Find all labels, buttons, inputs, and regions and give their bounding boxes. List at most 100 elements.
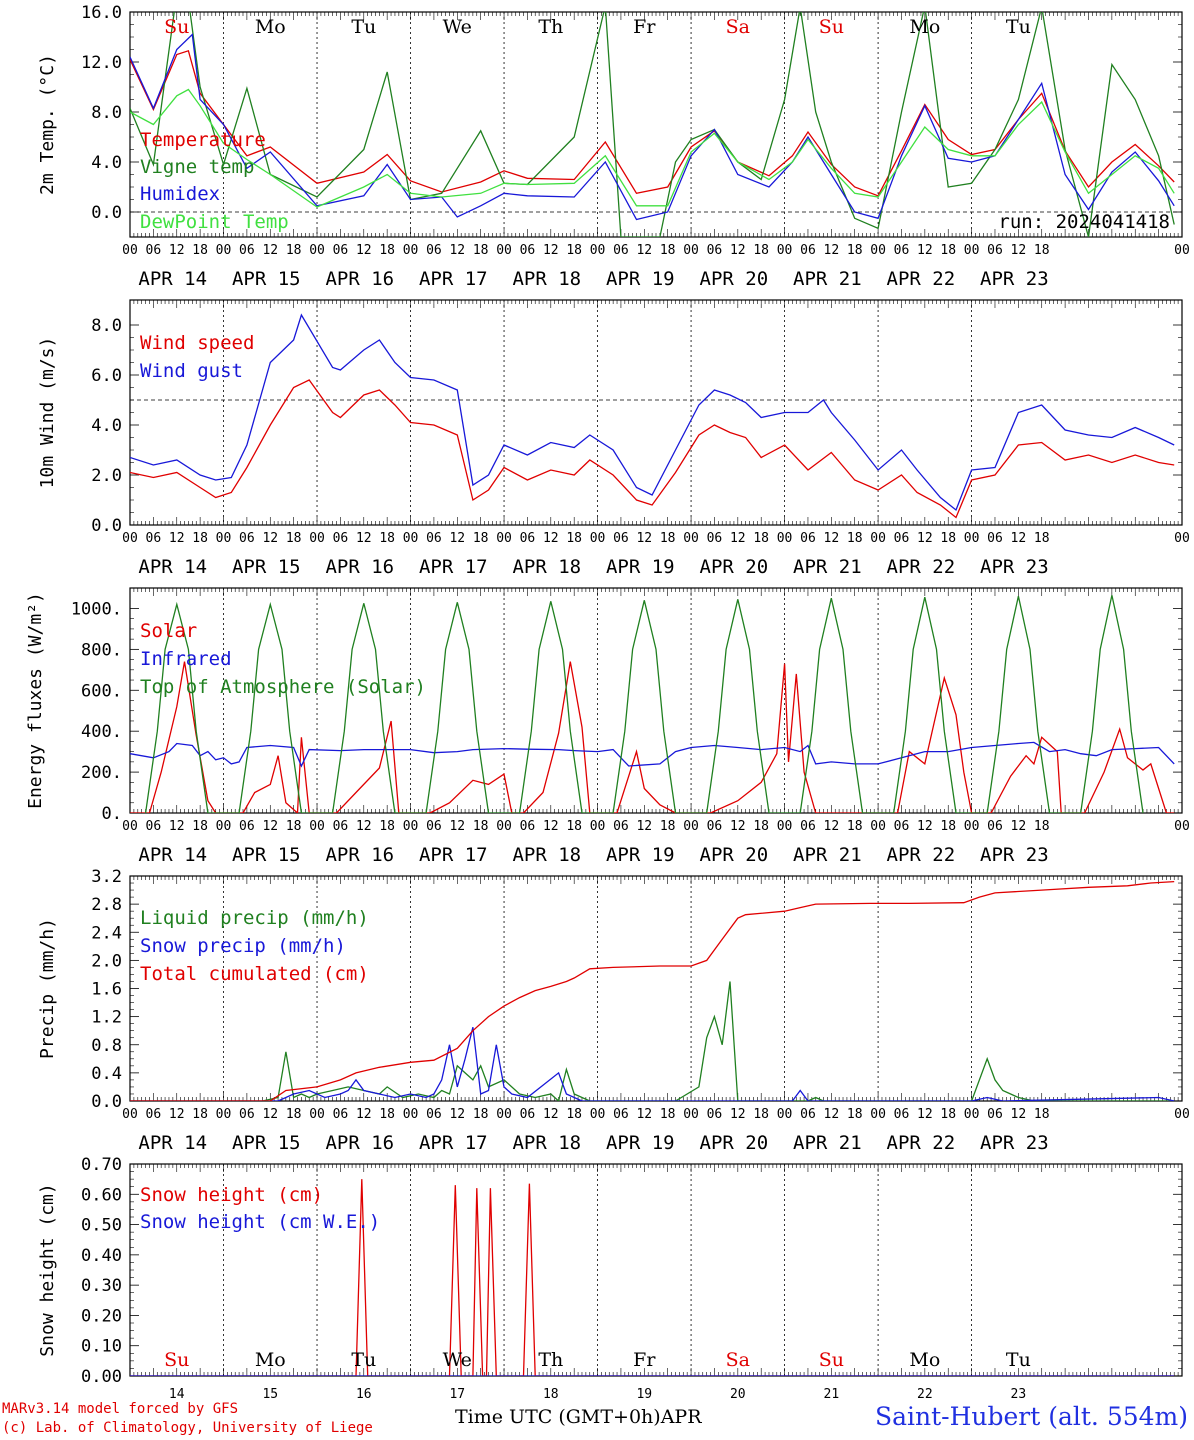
weekday-label-top: Su (819, 16, 844, 38)
date-label: APR 19 (606, 268, 675, 290)
hour-tick-label: 18 (1034, 819, 1050, 834)
month-label: APR (660, 1406, 702, 1428)
date-label: APR 23 (980, 1132, 1049, 1154)
hour-tick-label: 18 (473, 819, 489, 834)
hour-tick-label: 12 (730, 819, 746, 834)
hour-tick-label: 12 (449, 1107, 465, 1122)
hour-tick-label: 12 (543, 1107, 559, 1122)
weekday-label-bottom: Tu (351, 1349, 376, 1371)
y-tick-label: 0. (102, 804, 122, 824)
weekday-label-bottom: Th (538, 1349, 563, 1371)
hour-tick-label: 12 (169, 531, 185, 546)
date-label: APR 23 (980, 268, 1049, 290)
hour-tick-label: 18 (286, 243, 302, 258)
y-tick-label: 8.0 (91, 316, 122, 336)
day-number-label: 19 (636, 1387, 652, 1402)
hour-tick-label: 12 (356, 531, 372, 546)
date-label: APR 21 (793, 556, 862, 578)
date-label: APR 21 (793, 844, 862, 866)
legend-entry: Wind speed (140, 332, 254, 354)
y-tick-label: 2.0 (91, 951, 122, 971)
hour-tick-label: 00 (590, 1107, 606, 1122)
hour-tick-label: 06 (239, 531, 255, 546)
hour-tick-label: 12 (356, 1107, 372, 1122)
hour-tick-label: 12 (543, 243, 559, 258)
hour-tick-label: 12 (636, 819, 652, 834)
hour-tick-label: 12 (1011, 531, 1027, 546)
y-tick-label: 600. (81, 681, 122, 701)
y-axis-label: 2m Temp. (°C) (37, 54, 58, 195)
legend-entry: Top of Atmosphere (Solar) (140, 676, 426, 698)
hour-tick-label: 18 (660, 1107, 676, 1122)
hour-tick-label: 18 (566, 819, 582, 834)
hour-tick-label: 18 (379, 1107, 395, 1122)
weekday-label-top: Fr (633, 16, 656, 38)
weekday-label-top: Tu (1006, 16, 1031, 38)
day-number-label: 20 (730, 1387, 746, 1402)
y-axis-label: Energy fluxes (W/m²) (25, 592, 46, 809)
date-label: APR 22 (887, 268, 956, 290)
hour-tick-label: 00 (403, 243, 419, 258)
date-label: APR 19 (606, 844, 675, 866)
date-label: APR 22 (887, 1132, 956, 1154)
hour-tick-label: 18 (1034, 243, 1050, 258)
hour-tick-label: 00 (122, 243, 138, 258)
day-number-label: 14 (169, 1387, 185, 1402)
date-label: APR 23 (980, 844, 1049, 866)
legend-entry: Temperature (140, 129, 266, 151)
series-line-top-of-atmosphere-solar- (144, 595, 1144, 813)
y-tick-label: 0.0 (91, 516, 122, 536)
hour-tick-label: 00 (870, 243, 886, 258)
date-label: APR 16 (325, 844, 394, 866)
hour-tick-label: 06 (707, 819, 723, 834)
weekday-label-bottom: Fr (633, 1349, 656, 1371)
y-tick-label: 2.4 (91, 923, 122, 943)
date-label: APR 17 (419, 1132, 488, 1154)
y-tick-label: 800. (81, 640, 122, 660)
day-number-label: 16 (356, 1387, 372, 1402)
legend-entry: Liquid precip (mm/h) (140, 907, 369, 929)
hour-tick-label: 06 (613, 1107, 629, 1122)
hour-tick-label: 00 (496, 819, 512, 834)
hour-tick-label: 00 (1174, 243, 1190, 258)
weekday-label-bottom: Su (164, 1349, 189, 1371)
lab-credit: (c) Lab. of Climatology, University of L… (2, 1420, 373, 1436)
hour-tick-label: 06 (894, 243, 910, 258)
date-label: APR 16 (325, 1132, 394, 1154)
hour-tick-label: 00 (496, 531, 512, 546)
hour-tick-label: 06 (707, 243, 723, 258)
date-label: APR 20 (700, 844, 769, 866)
hour-tick-label: 12 (449, 243, 465, 258)
day-number-label: 23 (1011, 1387, 1027, 1402)
hour-tick-label: 12 (917, 1107, 933, 1122)
hour-tick-label: 12 (636, 531, 652, 546)
hour-tick-label: 06 (987, 243, 1003, 258)
hour-tick-label: 06 (146, 243, 162, 258)
date-label: APR 18 (512, 844, 581, 866)
hour-tick-label: 00 (1174, 1107, 1190, 1122)
hour-tick-label: 00 (122, 531, 138, 546)
hour-tick-label: 00 (216, 819, 232, 834)
hour-tick-label: 00 (309, 531, 325, 546)
legend-entry: Snow height (cm) (140, 1184, 323, 1206)
hour-tick-label: 06 (333, 819, 349, 834)
legend-entry: DewPoint Temp (140, 211, 289, 233)
hour-tick-label: 00 (403, 1107, 419, 1122)
date-label: APR 20 (700, 268, 769, 290)
hour-tick-label: 06 (333, 531, 349, 546)
y-tick-label: 0.10 (81, 1337, 122, 1357)
hour-tick-label: 18 (379, 531, 395, 546)
hour-tick-label: 18 (286, 1107, 302, 1122)
hour-tick-label: 00 (309, 243, 325, 258)
hour-tick-label: 00 (590, 243, 606, 258)
hour-tick-label: 00 (216, 243, 232, 258)
hour-tick-label: 18 (753, 819, 769, 834)
hour-tick-label: 12 (169, 243, 185, 258)
series-line-vigne-temp (130, 12, 1175, 237)
y-tick-label: 3.2 (91, 867, 122, 887)
hour-tick-label: 06 (987, 819, 1003, 834)
hour-tick-label: 06 (894, 819, 910, 834)
legend-entry: Snow precip (mm/h) (140, 935, 346, 957)
plot-frame (129, 11, 1183, 238)
hour-tick-label: 00 (590, 531, 606, 546)
